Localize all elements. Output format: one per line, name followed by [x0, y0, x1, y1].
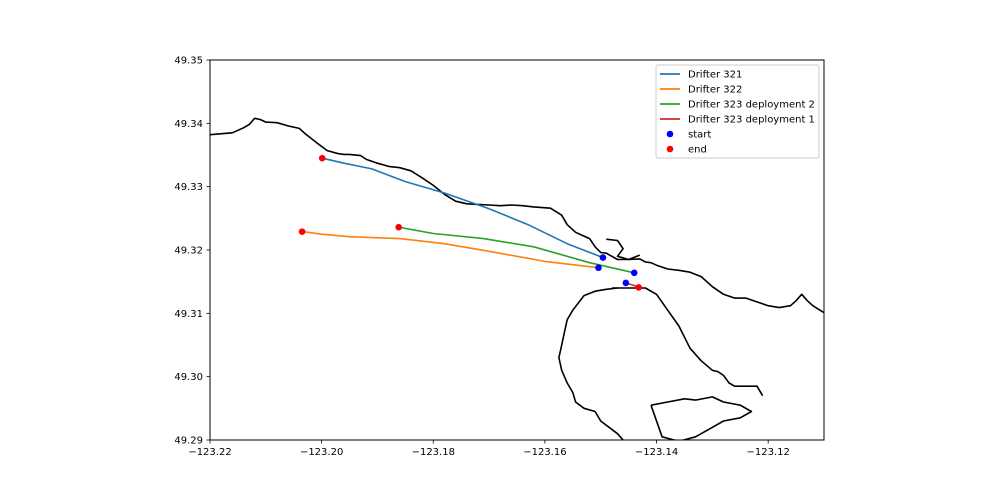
end-marker-4 [635, 284, 642, 291]
start-marker-1 [600, 254, 607, 261]
legend-swatch-4 [667, 131, 674, 138]
legend-label-5: end [688, 145, 707, 156]
start-marker-4 [623, 280, 630, 287]
legend-label-3: Drifter 323 deployment 1 [688, 115, 815, 126]
end-marker-3 [395, 224, 402, 231]
start-marker-2 [595, 264, 602, 271]
y-tick-label-2: 49.31 [174, 309, 203, 320]
start-marker-3 [631, 270, 638, 277]
x-tick-label-2: −123.18 [412, 447, 455, 458]
y-tick-label-3: 49.32 [174, 246, 203, 257]
y-tick-label-5: 49.34 [174, 119, 203, 130]
legend-label-0: Drifter 321 [688, 70, 742, 81]
y-tick-label-1: 49.30 [174, 372, 203, 383]
legend-label-2: Drifter 323 deployment 2 [688, 100, 815, 111]
legend-swatch-5 [667, 146, 674, 153]
end-marker-2 [299, 228, 306, 235]
legend-label-1: Drifter 322 [688, 85, 742, 96]
x-tick-label-4: −123.14 [635, 447, 678, 458]
x-tick-label-3: −123.16 [523, 447, 566, 458]
y-tick-label-4: 49.33 [174, 182, 203, 193]
x-tick-label-1: −123.20 [300, 447, 343, 458]
x-tick-label-5: −123.12 [746, 447, 789, 458]
x-tick-label-0: −123.22 [188, 447, 231, 458]
y-tick-label-6: 49.35 [174, 56, 203, 67]
legend-label-4: start [688, 130, 711, 141]
end-marker-1 [319, 155, 326, 162]
y-tick-label-0: 49.29 [174, 436, 203, 447]
legend: Drifter 321 Drifter 322 Drifter 323 deploy… [656, 65, 819, 158]
